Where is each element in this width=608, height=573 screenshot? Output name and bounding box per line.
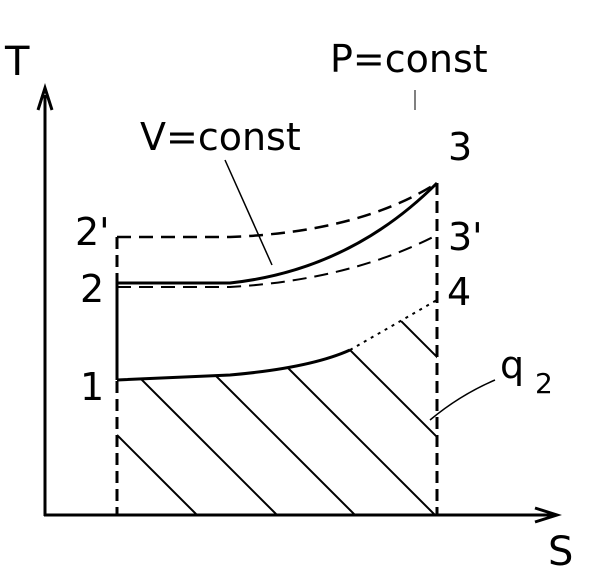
q-label: q [500, 343, 524, 387]
point-label: 1 [80, 365, 104, 409]
point-label: 2' [75, 210, 110, 254]
x-arrow [534, 506, 562, 524]
curve-2-3 [117, 181, 439, 285]
curve-1-4-dotted [349, 299, 438, 351]
point-label: 2 [80, 267, 104, 311]
y-axis-label: T [4, 39, 30, 85]
point-label: 4 [447, 270, 471, 314]
x-axis-label: S [548, 529, 573, 573]
axes [36, 83, 562, 524]
leader-v [224, 159, 273, 266]
y-arrow [36, 83, 54, 111]
point-label: 3' [448, 215, 483, 259]
v-const-label: V=const [140, 115, 301, 159]
q-subscript: 2 [535, 367, 553, 400]
p-const-label: P=const [330, 37, 488, 81]
curve-1-4 [116, 348, 351, 382]
point-label: 3 [448, 125, 472, 169]
curve-2prime-3 [117, 181, 438, 239]
leader-q [429, 379, 496, 421]
hatching [117, 300, 437, 515]
